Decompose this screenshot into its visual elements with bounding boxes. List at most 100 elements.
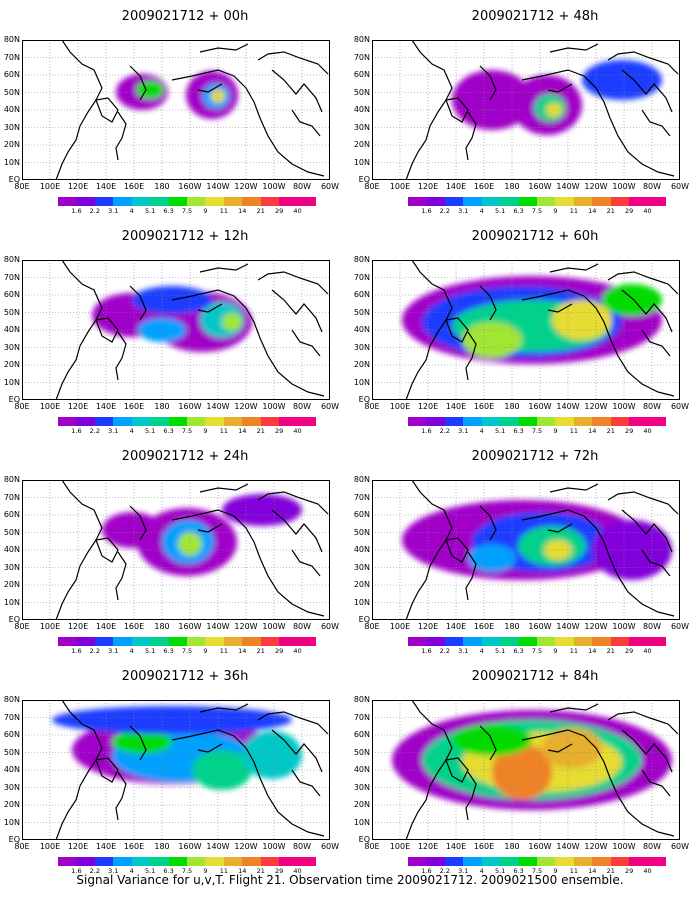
colorbar-swatch (242, 857, 261, 866)
colorbar-swatch (150, 857, 169, 866)
longitude-label: 120E (417, 402, 439, 411)
colorbar-label: 3.1 (458, 647, 469, 655)
coastline (607, 491, 679, 515)
longitude-label: 100W (612, 622, 636, 631)
coastline (405, 700, 453, 840)
longitude-label: 160E (123, 402, 145, 411)
longitude-label: 100W (262, 842, 286, 851)
colorbar-swatch (205, 417, 224, 426)
colorbar-swatch (242, 417, 261, 426)
latitude-label: 70N (3, 712, 20, 722)
colorbar-swatch (647, 197, 666, 206)
longitude-label: 160W (528, 182, 552, 191)
latitude-label: 50N (3, 307, 20, 317)
latitude-label: 40N (3, 105, 20, 114)
latitude-label: 40N (3, 325, 20, 334)
coastline (55, 480, 103, 620)
latitude-label: 70N (353, 272, 370, 282)
colorbar-swatch (481, 857, 501, 866)
colorbar-swatch (592, 637, 611, 646)
longitude-label: 80E (14, 842, 30, 851)
colorbar-label: 29 (275, 867, 284, 875)
longitude-label: 140W (206, 622, 230, 631)
colorbar-label: 3.1 (458, 207, 469, 215)
coastline (199, 483, 249, 493)
coastline (115, 111, 127, 161)
panel-title: 2009021712 + 24h (121, 449, 249, 464)
colorbar-label: 9 (553, 427, 558, 435)
colorbar-swatch (297, 197, 316, 206)
colorbar-swatch (555, 197, 574, 206)
colorbar-swatch (629, 417, 648, 426)
coastline (547, 743, 573, 753)
colorbar-swatch (610, 637, 630, 646)
colorbar-label: 6.3 (513, 647, 524, 655)
latitude-label: 50N (353, 87, 370, 97)
colorbar (58, 637, 316, 646)
colorbar-label: 9 (203, 647, 208, 655)
latitude-label: 10N (353, 377, 370, 387)
longitude-label: 100E (39, 402, 61, 411)
colorbar-swatch (555, 857, 574, 866)
colorbar (58, 417, 316, 426)
coastline (95, 537, 119, 563)
colorbar-label: 5.1 (144, 867, 156, 875)
longitude-label: 100E (39, 622, 61, 631)
longitude-label: 80E (364, 842, 380, 851)
longitude-label: 100E (389, 622, 411, 631)
coastline (197, 303, 223, 313)
coastline (549, 43, 599, 53)
latitude-label: 40N (3, 765, 20, 774)
coastline (257, 51, 329, 75)
colorbar-label: 5.1 (144, 427, 156, 435)
colorbar-swatch (500, 197, 519, 206)
latitude-label: 30N (3, 562, 20, 572)
colorbar-label: 11 (569, 207, 578, 215)
coastline (405, 480, 453, 620)
longitude-label: 120E (67, 182, 89, 191)
colorbar-label: 21 (606, 647, 615, 655)
latitude-label: 80N (3, 695, 20, 704)
latitude-label: 10N (3, 597, 20, 607)
longitude-label: 160W (178, 182, 202, 191)
longitude-label: 60W (320, 182, 340, 191)
longitude-label: 60W (670, 842, 690, 851)
longitude-label: 80W (642, 182, 662, 191)
colorbar-label: 4 (479, 867, 484, 875)
longitude-label: 100E (389, 842, 411, 851)
colorbar-label: 4 (129, 427, 134, 435)
latitude-label: EQ (8, 395, 20, 404)
colorbar-swatch (647, 637, 666, 646)
coastline (521, 69, 675, 177)
coastline (641, 769, 671, 797)
latitude-label: EQ (8, 615, 20, 624)
colorbar-swatch (500, 417, 519, 426)
coastline (607, 51, 679, 75)
coastline (271, 509, 323, 553)
colorbar-swatch (518, 637, 537, 646)
longitude-label: 100W (612, 182, 636, 191)
longitude-label: 180 (154, 622, 170, 631)
colorbar-label: 7.5 (181, 867, 193, 875)
colorbar-label: 5.1 (494, 867, 506, 875)
variance-contour (602, 284, 662, 316)
longitude-label: 120E (417, 182, 439, 191)
colorbar-label: 3.1 (108, 647, 119, 655)
signal-variance-map (372, 700, 680, 840)
latitude-label: 30N (353, 782, 370, 792)
longitude-label: 80E (14, 182, 30, 191)
coastline (621, 289, 673, 333)
longitude-label: 80E (14, 622, 30, 631)
colorbar-swatch (592, 417, 611, 426)
colorbar-swatch (444, 417, 464, 426)
colorbar-label: 9 (553, 647, 558, 655)
variance-contour (192, 750, 252, 790)
latitude-label: 70N (353, 492, 370, 502)
colorbar-swatch (168, 857, 187, 866)
longitude-label: 60W (320, 842, 340, 851)
latitude-label: 30N (353, 342, 370, 352)
colorbar-swatch (647, 417, 666, 426)
colorbar-swatch (536, 637, 556, 646)
colorbar-swatch (518, 417, 537, 426)
colorbar-label: 29 (625, 867, 634, 875)
